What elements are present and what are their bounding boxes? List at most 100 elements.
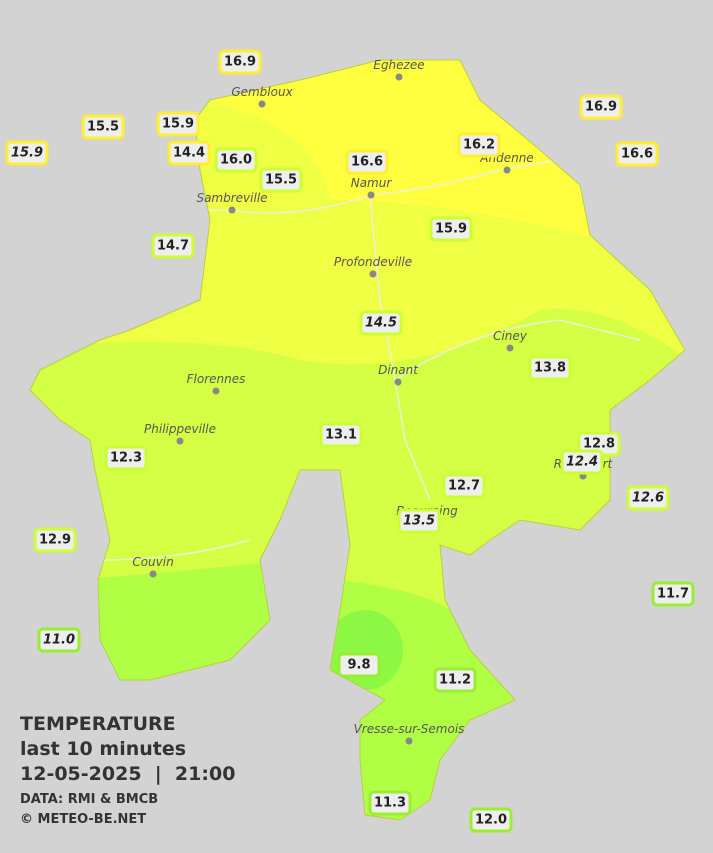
reading-box (259, 167, 303, 193)
reading-value: 15.9 (435, 222, 467, 237)
reading: 12.9 (33, 527, 77, 553)
legend-title: TEMPERATURE (20, 713, 176, 735)
reading: 13.5 (397, 508, 441, 534)
reading: 15.9 (5, 140, 49, 166)
legend-timestamp: 12-05-2025 | 21:00 (20, 763, 235, 785)
city-label: Couvin (132, 555, 173, 569)
reading-value: 12.3 (110, 451, 142, 466)
city-label: Dinant (378, 363, 419, 377)
reading-value: 12.6 (632, 491, 664, 506)
reading-box (337, 652, 381, 678)
reading: 13.1 (319, 422, 363, 448)
city-dot (395, 73, 403, 81)
reading: 14.5 (359, 310, 403, 336)
reading-box (345, 149, 389, 175)
reading-box (5, 140, 49, 166)
city-label: Gembloux (231, 85, 293, 99)
reading-box (397, 508, 441, 534)
city-dot (394, 378, 402, 386)
reading-value: 14.7 (157, 239, 189, 254)
reading-value: 15.9 (162, 117, 194, 132)
reading-box (151, 233, 195, 259)
reading: 16.6 (345, 149, 389, 175)
reading: 16.9 (579, 94, 623, 120)
reading-box (579, 94, 623, 120)
reading-value: 13.1 (325, 428, 357, 443)
city-dot (149, 570, 157, 578)
city-label: Namur (351, 176, 393, 190)
reading-box (359, 310, 403, 336)
reading: 9.8 (337, 652, 381, 678)
reading-value: 12.7 (448, 479, 480, 494)
reading-box (33, 527, 77, 553)
reading-box (469, 807, 513, 833)
reading: 16.9 (218, 49, 262, 75)
reading-value: 16.9 (585, 100, 617, 115)
city-label: Sambreville (196, 191, 267, 205)
reading-box (560, 449, 604, 475)
city-dot (212, 387, 220, 395)
reading-value: 13.5 (403, 514, 435, 529)
reading: 11.3 (368, 790, 412, 816)
reading-box (626, 485, 670, 511)
city-dot (503, 166, 511, 174)
reading-value: 16.2 (463, 138, 495, 153)
reading: 12.7 (442, 473, 486, 499)
reading-box (528, 355, 572, 381)
reading: 11.2 (433, 667, 477, 693)
reading: 12.3 (104, 445, 148, 471)
reading-value: 13.8 (534, 361, 566, 376)
reading-value: 11.0 (43, 633, 75, 648)
reading: 12.4 (560, 449, 604, 475)
reading-box (104, 445, 148, 471)
reading: 14.4 (167, 140, 211, 166)
reading: 15.9 (429, 216, 473, 242)
city-dot (258, 100, 266, 108)
city-label: Philippeville (144, 422, 216, 436)
city-label: Vresse-sur-Semois (354, 722, 465, 736)
reading-box (457, 132, 501, 158)
city-dot (176, 437, 184, 445)
legend-subtitle: last 10 minutes (20, 738, 186, 760)
reading-box (319, 422, 363, 448)
city-label: Eghezee (373, 58, 424, 72)
reading: 15.9 (156, 111, 200, 137)
reading: 12.6 (626, 485, 670, 511)
reading-value: 14.4 (173, 146, 205, 161)
reading-box (167, 140, 211, 166)
city-label: Ciney (493, 329, 528, 343)
reading: 14.7 (151, 233, 195, 259)
city-dot (228, 206, 236, 214)
reading-value: 16.0 (220, 153, 252, 168)
reading-value: 11.3 (374, 796, 406, 811)
reading-box (651, 581, 695, 607)
reading-box (368, 790, 412, 816)
city-dot (367, 191, 375, 199)
reading-box (37, 627, 81, 653)
reading-value: 11.2 (439, 673, 471, 688)
reading-value: 12.8 (583, 437, 615, 452)
legend-copyright: © METEO-BE.NET (20, 812, 146, 827)
reading: 16.0 (214, 147, 258, 173)
reading: 15.5 (81, 114, 125, 140)
city-label: Profondeville (334, 255, 412, 269)
reading: 16.6 (615, 141, 659, 167)
reading-value: 16.6 (351, 155, 383, 170)
reading: 11.0 (37, 627, 81, 653)
reading: 15.5 (259, 167, 303, 193)
reading: 12.0 (469, 807, 513, 833)
reading-box (615, 141, 659, 167)
reading-value: 16.9 (224, 55, 256, 70)
reading-value: 9.8 (347, 658, 370, 673)
city-dot (369, 270, 377, 278)
city-dot (506, 344, 514, 352)
reading-value: 15.5 (265, 173, 297, 188)
reading: 16.2 (457, 132, 501, 158)
legend-source: DATA: RMI & BMCB (20, 792, 158, 807)
city-label: Florennes (187, 372, 246, 386)
reading-box (433, 667, 477, 693)
reading-box (442, 473, 486, 499)
reading-value: 14.5 (365, 316, 397, 331)
reading-value: 12.4 (566, 455, 598, 470)
reading-value: 12.9 (39, 533, 71, 548)
